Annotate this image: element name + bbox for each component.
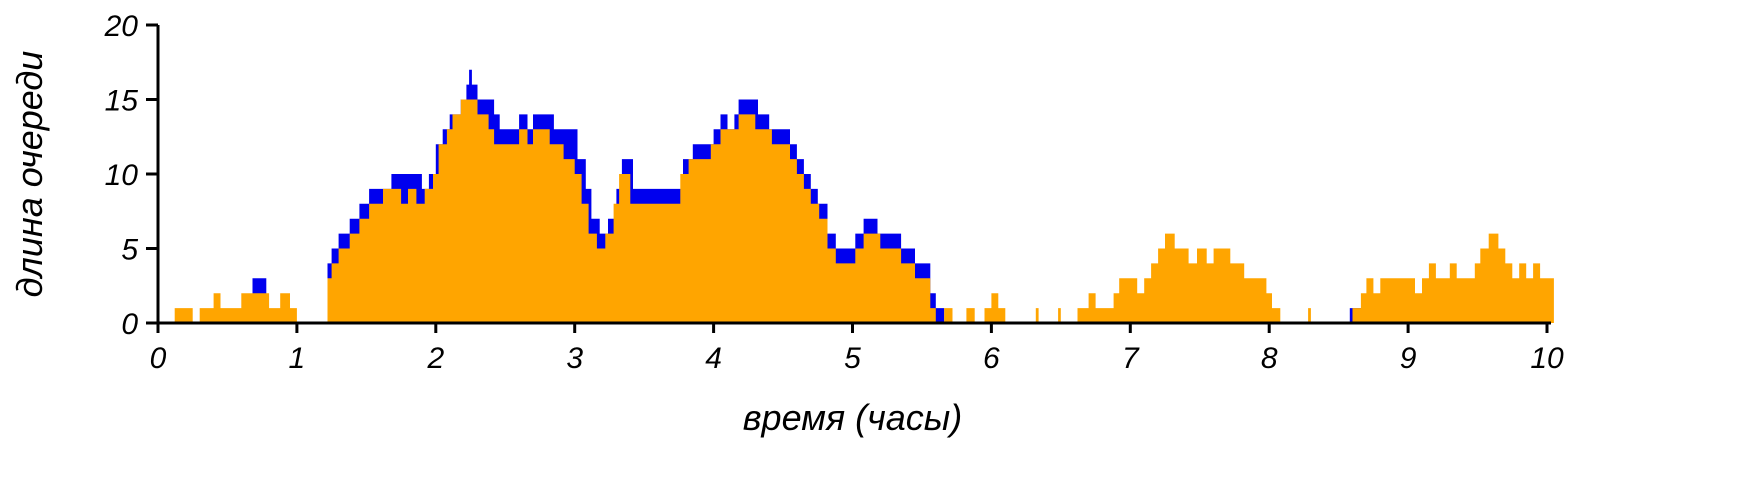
y-tick-label: 20 [104,10,139,43]
x-tick-label: 5 [844,342,861,375]
x-tick-label: 3 [566,342,583,375]
orange-queue-area [158,99,1554,323]
x-tick-label: 2 [426,342,444,375]
x-tick-label: 8 [1261,342,1278,375]
x-axis-title: время (часы) [743,397,962,438]
x-axis-ticks: 0 1 2 3 4 5 6 7 8 9 10 [150,323,1564,375]
x-tick-label: 4 [705,342,722,375]
y-axis-ticks: 0 5 10 15 20 [104,10,158,341]
y-tick-label: 15 [105,85,139,118]
x-tick-label: 7 [1122,342,1140,375]
y-tick-label: 5 [121,234,138,267]
plot-area [158,69,1554,323]
y-axis-title: длина очереди [9,51,50,298]
y-tick-label: 10 [105,159,139,192]
x-tick-label: 0 [150,342,167,375]
x-tick-label: 6 [983,342,1000,375]
x-tick-label: 10 [1530,342,1564,375]
x-tick-label: 9 [1400,342,1417,375]
x-tick-label: 1 [289,342,306,375]
y-tick-label: 0 [121,308,138,341]
